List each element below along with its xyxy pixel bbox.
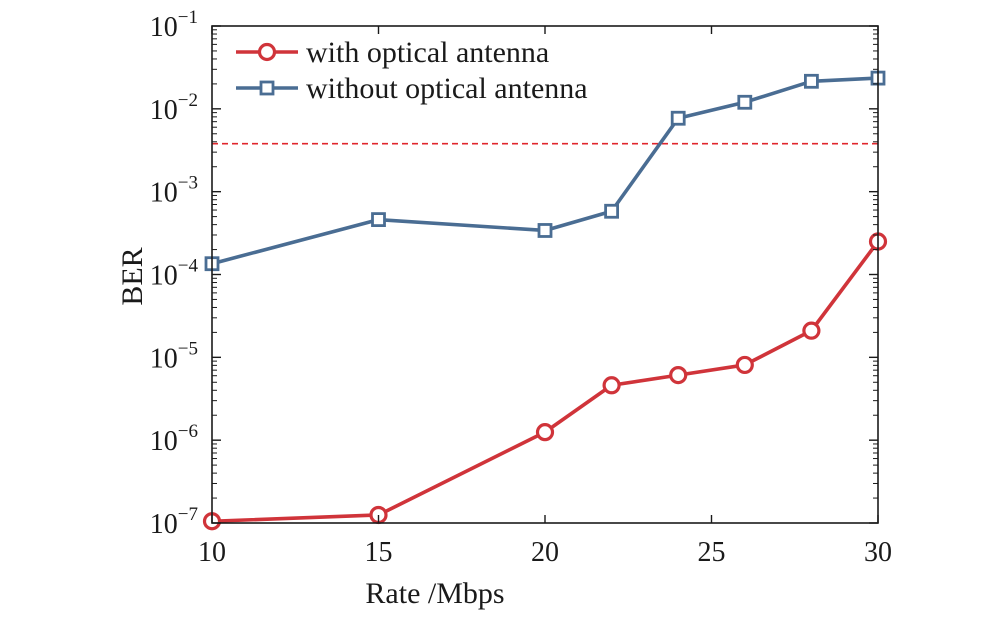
y-tick-exponent: −7 <box>178 504 198 525</box>
legend-label: without optical antenna <box>306 72 588 105</box>
x-tick-label: 30 <box>864 537 892 568</box>
legend-label: with optical antenna <box>306 36 549 69</box>
data-point-square <box>537 223 553 238</box>
y-tick-label: 10−3 <box>150 173 198 209</box>
legend-item: with optical antenna <box>236 36 549 69</box>
data-point-circle <box>602 376 621 395</box>
legend-marker-circle <box>257 42 277 62</box>
y-tick-base: 10 <box>150 178 178 209</box>
y-tick-label: 10−2 <box>150 90 198 126</box>
data-point-circle <box>535 423 555 442</box>
y-tick-exponent: −6 <box>178 421 198 442</box>
data-point-square <box>804 73 819 89</box>
y-tick-base: 10 <box>150 343 178 374</box>
series-line-with-optical-antenna <box>211 240 880 524</box>
x-axis-title: Rate /Mbps <box>365 577 504 610</box>
y-tick-base: 10 <box>150 12 178 43</box>
y-tick-exponent: −5 <box>178 338 198 359</box>
y-tick-exponent: −3 <box>178 173 198 194</box>
data-point-circle <box>802 321 821 340</box>
y-tick-exponent: −2 <box>178 90 198 111</box>
y-tick-base: 10 <box>150 426 178 457</box>
legend-item: without optical antenna <box>236 72 588 105</box>
x-tick-label: 15 <box>365 537 393 568</box>
data-point-circle <box>669 366 688 385</box>
series-without-optical-antenna <box>204 70 886 272</box>
x-tick-label: 10 <box>198 537 226 568</box>
series-line-without-optical-antenna <box>211 76 879 266</box>
data-point-circle <box>735 355 754 375</box>
legend-marker-square <box>259 80 275 96</box>
data-point-square <box>604 203 619 219</box>
y-tick-base: 10 <box>150 509 178 540</box>
y-tick-label: 10−1 <box>150 7 198 43</box>
y-tick-label: 10−4 <box>150 256 199 292</box>
x-tick-label: 20 <box>531 537 559 568</box>
y-tick-exponent: −4 <box>178 256 199 277</box>
data-point-square <box>371 212 386 228</box>
y-tick-label: 10−7 <box>150 504 198 540</box>
y-tick-label: 10−5 <box>150 338 198 374</box>
x-tick-label: 25 <box>698 537 726 568</box>
y-tick-base: 10 <box>150 261 178 292</box>
data-point-square <box>670 110 686 126</box>
y-tick-exponent: −1 <box>178 7 198 28</box>
y-tick-base: 10 <box>150 95 178 126</box>
y-axis-title: BER <box>116 247 149 305</box>
data-point-square <box>737 94 753 110</box>
y-tick-label: 10−6 <box>150 421 198 457</box>
